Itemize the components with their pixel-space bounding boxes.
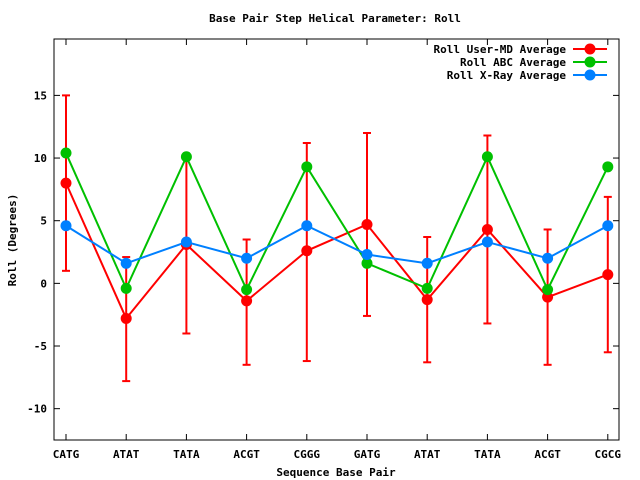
data-point xyxy=(421,294,433,306)
data-point xyxy=(60,147,72,159)
x-tick-label: GATG xyxy=(354,448,381,461)
data-point xyxy=(120,257,132,269)
y-tick-label: -10 xyxy=(27,403,47,416)
data-point xyxy=(542,291,554,303)
chart-title: Base Pair Step Helical Parameter: Roll xyxy=(209,12,461,25)
x-tick-label: CGCG xyxy=(595,448,622,461)
data-point xyxy=(120,282,132,294)
axes: -10 -5 0 5 10 15 CATG ATAT TATA ACGT CGGG GATG ATAT T… xyxy=(27,39,621,461)
x-tick-label: ATAT xyxy=(414,448,441,461)
data-point xyxy=(361,257,373,269)
data-point xyxy=(301,245,313,257)
y-tick-label: 15 xyxy=(34,89,47,102)
x-tick-label: ATAT xyxy=(113,448,140,461)
data-point xyxy=(542,252,554,264)
data-point xyxy=(481,151,493,163)
data-point xyxy=(180,151,192,163)
data-point xyxy=(180,236,192,248)
data-point xyxy=(361,249,373,261)
y-tick-label: -5 xyxy=(34,340,47,353)
roll-x-ray-average-series xyxy=(60,220,614,269)
x-tick-label: CGGG xyxy=(294,448,321,461)
data-point xyxy=(241,295,253,307)
series-line xyxy=(65,182,609,321)
data-point xyxy=(301,220,313,232)
y-tick-label: 5 xyxy=(40,215,47,228)
legend-swatch-marker xyxy=(584,56,596,68)
legend-swatch-marker xyxy=(584,69,596,81)
x-tick-label: CATG xyxy=(53,448,80,461)
series-layer xyxy=(60,94,614,383)
plot-frame xyxy=(53,38,620,441)
series-line xyxy=(65,152,609,292)
data-point xyxy=(241,284,253,296)
x-axis-label: Sequence Base Pair xyxy=(276,466,396,479)
x-tick-label: TATA xyxy=(173,448,200,461)
legend-label: Roll User-MD Average xyxy=(434,43,567,56)
y-tick-label: 0 xyxy=(40,277,47,290)
x-tick-label: ACGT xyxy=(534,448,561,461)
data-point xyxy=(241,252,253,264)
data-point xyxy=(361,218,373,230)
data-point xyxy=(481,236,493,248)
data-point xyxy=(60,220,72,232)
legend-swatch-marker xyxy=(584,43,596,55)
data-point xyxy=(481,223,493,235)
data-point xyxy=(60,177,72,189)
legend-label: Roll ABC Average xyxy=(460,56,566,69)
data-point xyxy=(421,257,433,269)
y-axis-label: Roll (Degrees) xyxy=(6,194,19,287)
data-point xyxy=(602,220,614,232)
data-point xyxy=(602,269,614,281)
x-tick-label: TATA xyxy=(474,448,501,461)
data-point xyxy=(421,282,433,294)
series-line xyxy=(65,224,609,265)
data-point xyxy=(542,284,554,296)
data-point xyxy=(301,161,313,173)
x-tick-label: ACGT xyxy=(233,448,260,461)
data-point xyxy=(602,161,614,173)
roll-abc-average-series xyxy=(60,147,614,296)
data-point xyxy=(120,312,132,324)
legend-label: Roll X-Ray Average xyxy=(447,69,567,82)
y-tick-label: 10 xyxy=(34,152,47,165)
